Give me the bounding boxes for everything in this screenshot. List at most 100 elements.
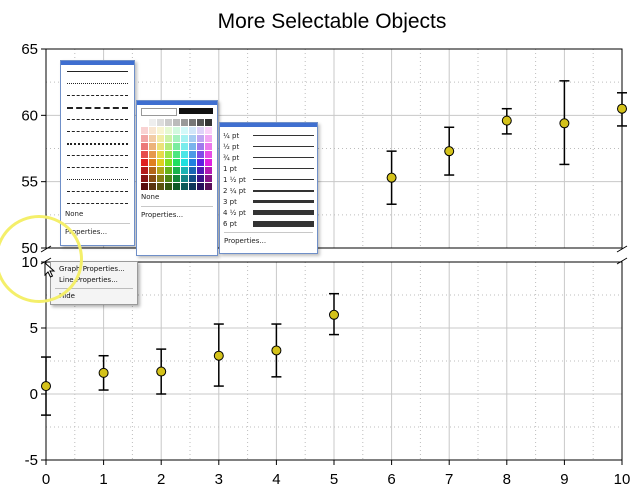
color-swatch[interactable] (205, 159, 212, 166)
color-swatch[interactable] (205, 167, 212, 174)
data-marker[interactable] (386, 172, 397, 183)
color-swatch[interactable] (149, 119, 156, 126)
color-swatch[interactable] (157, 167, 164, 174)
color-swatch[interactable] (149, 175, 156, 182)
color-swatch[interactable] (205, 135, 212, 142)
line-style-option[interactable] (61, 65, 134, 77)
data-marker[interactable] (156, 366, 167, 377)
color-swatch[interactable] (197, 159, 204, 166)
line-style-option[interactable] (61, 161, 134, 173)
color-swatch[interactable] (197, 127, 204, 134)
color-swatch[interactable] (173, 143, 180, 150)
color-swatch[interactable] (165, 119, 172, 126)
data-marker[interactable] (98, 367, 109, 378)
color-swatch[interactable] (197, 143, 204, 150)
color-swatch[interactable] (173, 127, 180, 134)
data-point[interactable] (329, 292, 339, 336)
color-swatch[interactable] (189, 143, 196, 150)
color-swatch[interactable] (205, 143, 212, 150)
line-style-option[interactable] (61, 149, 134, 161)
color-swatch[interactable] (157, 151, 164, 158)
color-swatch[interactable] (173, 167, 180, 174)
data-points[interactable] (41, 80, 627, 416)
color-swatch[interactable] (141, 127, 148, 134)
menu-item-line-properties[interactable]: Line Properties... (59, 276, 118, 284)
color-swatch[interactable] (149, 143, 156, 150)
data-point[interactable] (617, 92, 627, 127)
color-swatch[interactable] (181, 151, 188, 158)
data-marker[interactable] (444, 146, 455, 157)
color-swatch[interactable] (165, 135, 172, 142)
color-swatch[interactable] (149, 151, 156, 158)
color-swatch[interactable] (205, 183, 212, 190)
color-swatch[interactable] (197, 183, 204, 190)
color-swatch[interactable] (189, 135, 196, 142)
color-swatch[interactable] (181, 119, 188, 126)
data-marker[interactable] (501, 115, 512, 126)
line-style-option[interactable] (61, 137, 134, 149)
color-swatch[interactable] (173, 135, 180, 142)
color-swatch[interactable] (165, 183, 172, 190)
line-width-option[interactable]: 2 ¼ pt (220, 185, 317, 196)
color-swatch[interactable] (181, 143, 188, 150)
color-swatch[interactable] (165, 143, 172, 150)
color-swatch[interactable] (197, 119, 204, 126)
color-swatch[interactable] (141, 175, 148, 182)
line-style-option[interactable] (61, 197, 134, 209)
data-point[interactable] (271, 323, 282, 378)
color-swatch[interactable] (157, 119, 164, 126)
line-style-option[interactable] (61, 77, 134, 89)
menu-item-graph-properties[interactable]: Graph Properties... (59, 265, 125, 273)
data-point[interactable] (559, 80, 570, 166)
line-width-option[interactable]: 6 pt (220, 218, 317, 229)
line-width-option[interactable]: ½ pt (220, 141, 317, 152)
data-marker[interactable] (329, 309, 339, 320)
line-style-option[interactable] (61, 89, 134, 101)
color-swatch[interactable] (205, 175, 212, 182)
color-swatch[interactable] (157, 127, 164, 134)
line-style-option[interactable] (61, 185, 134, 197)
color-swatch[interactable] (197, 151, 204, 158)
color-swatch[interactable] (149, 183, 156, 190)
color-swatch[interactable] (197, 167, 204, 174)
line-width-option[interactable]: ¼ pt (220, 130, 317, 141)
data-marker[interactable] (559, 118, 570, 129)
data-point[interactable] (386, 150, 397, 205)
color-swatch[interactable] (141, 159, 148, 166)
data-marker[interactable] (213, 350, 224, 361)
line-width-option[interactable]: 3 pt (220, 196, 317, 207)
data-marker[interactable] (41, 381, 51, 392)
color-swatch[interactable] (189, 151, 196, 158)
color-swatch[interactable] (189, 159, 196, 166)
data-point[interactable] (444, 126, 455, 176)
color-swatch[interactable] (181, 175, 188, 182)
line-style-option[interactable] (61, 173, 134, 185)
color-swatch[interactable] (141, 167, 148, 174)
line-style-option[interactable] (61, 101, 134, 113)
color-swatch[interactable] (165, 167, 172, 174)
data-point[interactable] (41, 356, 51, 416)
color-swatch[interactable] (173, 183, 180, 190)
data-marker[interactable] (271, 345, 282, 356)
data-point[interactable] (98, 354, 109, 391)
color-swatch[interactable] (189, 119, 196, 126)
line-style-list[interactable] (61, 65, 134, 209)
color-swatch[interactable] (165, 175, 172, 182)
color-swatch[interactable] (149, 167, 156, 174)
line-width-list[interactable]: ¼ pt ½ pt ¾ pt 1 pt 1 ½ pt 2 ¼ pt 3 pt 4 ½ pt 6 … (220, 127, 317, 229)
line-style-popup[interactable]: None Properties... (60, 60, 135, 246)
color-swatch[interactable] (189, 127, 196, 134)
line-width-option[interactable]: 1 ½ pt (220, 174, 317, 185)
color-swatch[interactable] (157, 135, 164, 142)
color-swatch[interactable] (173, 159, 180, 166)
color-preview-white[interactable] (141, 108, 177, 116)
color-swatch[interactable] (165, 127, 172, 134)
color-swatch[interactable] (149, 159, 156, 166)
color-swatch[interactable] (141, 143, 148, 150)
color-swatch[interactable] (205, 127, 212, 134)
color-swatch[interactable] (181, 135, 188, 142)
color-swatch[interactable] (173, 119, 180, 126)
color-none[interactable]: None (141, 193, 160, 201)
line-style-properties[interactable]: Properties... (65, 228, 108, 236)
color-swatch[interactable] (197, 175, 204, 182)
